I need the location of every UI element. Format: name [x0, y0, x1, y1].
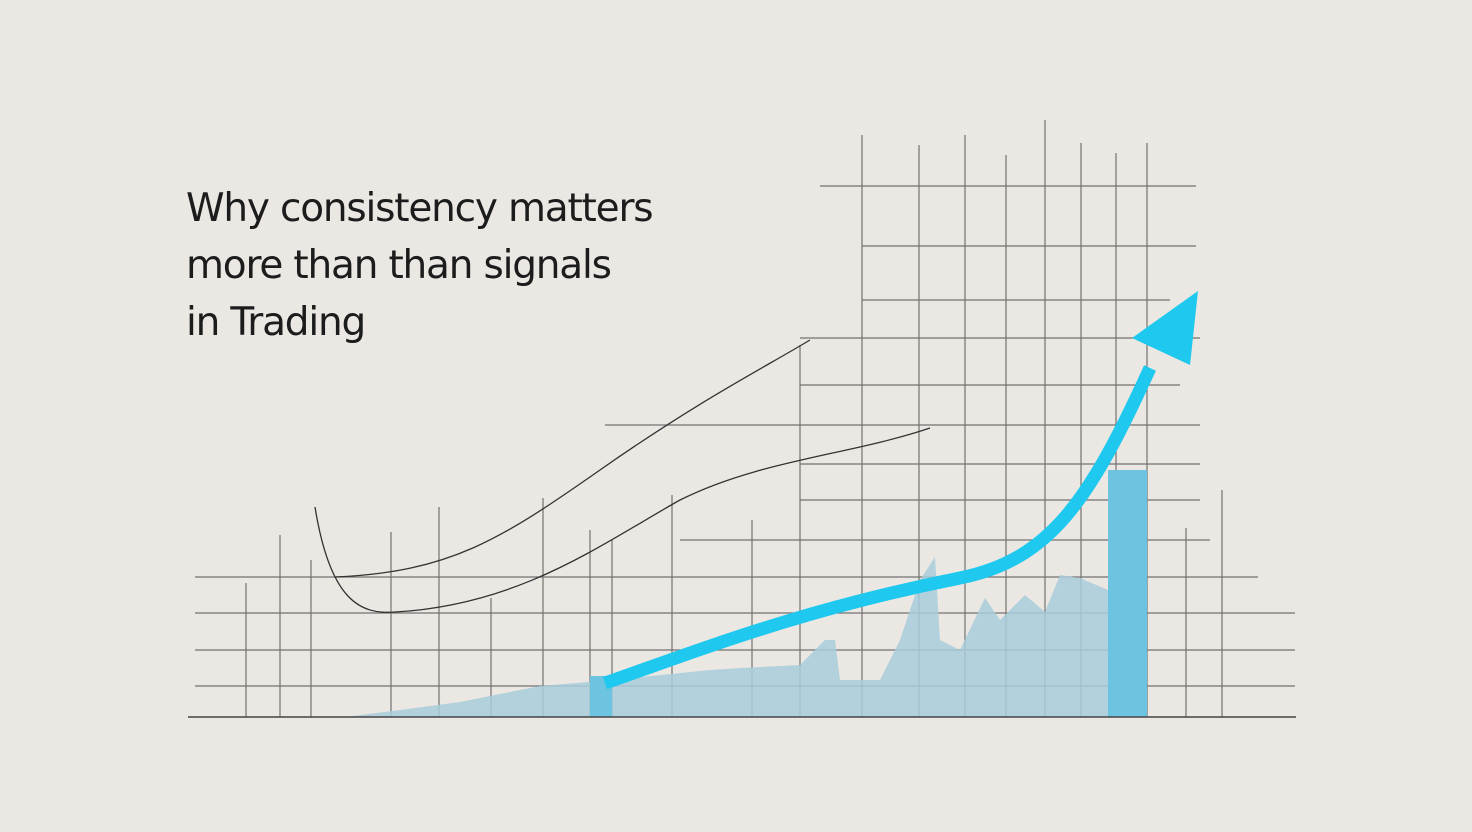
trend-curve-upper [334, 339, 811, 578]
growth-arrow-head-icon [1132, 291, 1198, 365]
growth-arrow-shaft [602, 365, 1156, 690]
volume-area [345, 557, 1108, 717]
headline-line-2: more than than signals [186, 243, 612, 288]
headline-line-1: Why consistency matters [186, 186, 654, 231]
headline: Why consistency matters more than than s… [186, 180, 654, 351]
trend-curve-lower [314, 427, 931, 613]
headline-line-3: in Trading [186, 300, 366, 345]
highlight-bar-tall [1108, 470, 1147, 717]
